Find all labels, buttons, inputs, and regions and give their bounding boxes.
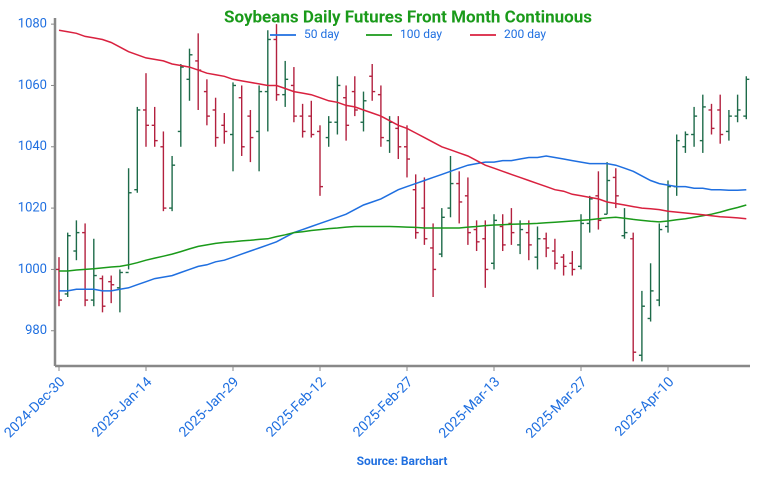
ma-line [58,29,747,220]
x-tick-label: 2025-Mar-13 [436,374,504,442]
x-tick-label: 2025-Jan-14 [89,374,156,441]
legend-label: 100 day [400,27,442,41]
x-tick-label: 2024-Dec-30 [1,374,68,441]
x-tick-label: 2025-Jan-29 [176,374,242,440]
x-tick-label: 2025-Apr-10 [612,374,678,440]
y-tick-label: 1000 [18,262,47,277]
y-tick-label: 980 [25,323,47,338]
y-tick-label: 1040 [18,139,47,154]
source: Source: Barchart [357,454,448,468]
ma-line [59,204,747,272]
ma-line [59,155,747,292]
y-tick-label: 1080 [18,17,47,32]
legend-label: 200 day [504,27,546,41]
legend-label: 50 day [304,27,340,41]
x-tick-label: 2025-Feb-27 [350,374,416,440]
chart-title: Soybeans Daily Futures Front Month Conti… [224,7,592,27]
x-tick-label: 2025-Feb-12 [263,374,329,440]
y-tick-label: 1060 [18,78,47,93]
y-tick-label: 1020 [18,201,47,216]
x-tick-label: 2025-Mar-27 [523,374,591,442]
